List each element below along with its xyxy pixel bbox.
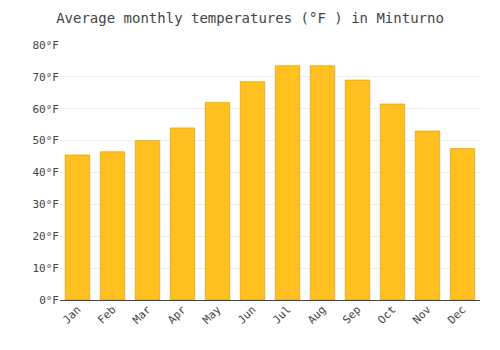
svg-text:50°F: 50°F [33, 134, 60, 147]
svg-text:Nov: Nov [410, 303, 434, 327]
svg-text:80°F: 80°F [33, 39, 60, 52]
svg-text:Sep: Sep [340, 303, 363, 326]
svg-text:40°F: 40°F [33, 166, 60, 179]
svg-text:Apr: Apr [165, 303, 189, 327]
svg-text:Jan: Jan [60, 303, 83, 326]
svg-text:Feb: Feb [95, 303, 118, 326]
svg-text:0°F: 0°F [39, 294, 59, 307]
svg-text:Average monthly temperatures (: Average monthly temperatures (°F ) in Mi… [56, 10, 444, 26]
svg-text:Jul: Jul [270, 303, 293, 326]
svg-text:60°F: 60°F [33, 103, 60, 116]
svg-text:May: May [200, 303, 224, 327]
svg-text:20°F: 20°F [33, 230, 60, 243]
svg-text:Jun: Jun [235, 303, 258, 326]
svg-text:10°F: 10°F [33, 262, 60, 275]
svg-text:Aug: Aug [305, 303, 328, 326]
svg-text:70°F: 70°F [33, 71, 60, 84]
svg-text:Oct: Oct [375, 303, 398, 326]
svg-text:Mar: Mar [130, 303, 154, 327]
svg-text:Dec: Dec [445, 303, 468, 326]
svg-text:30°F: 30°F [33, 198, 60, 211]
